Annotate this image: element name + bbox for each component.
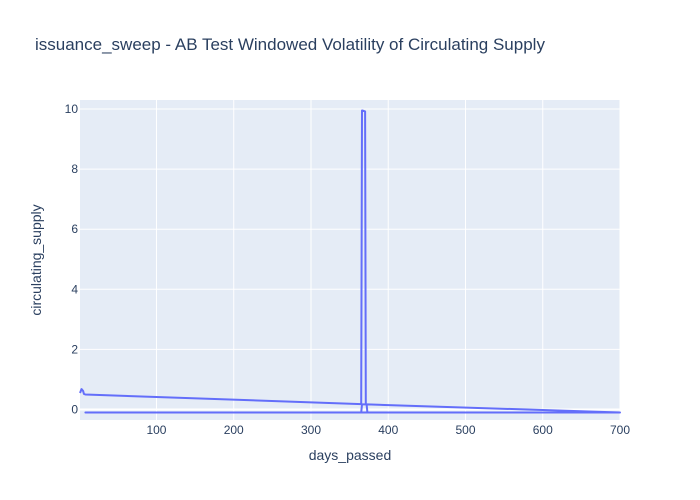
y-tick-labels: 0 2 4 6 8 10 (65, 102, 79, 416)
x-gridlines (155, 100, 621, 420)
series-layer (79, 109, 621, 414)
y-tick-label: 2 (71, 342, 78, 356)
x-tick-label: 600 (533, 423, 553, 437)
x-tick-labels: 100 200 300 400 500 600 700 (146, 423, 630, 437)
x-tick-label: 300 (301, 423, 321, 437)
x-axis-title: days_passed (309, 447, 392, 463)
plot-area (80, 100, 620, 420)
y-tick-label: 6 (71, 222, 78, 236)
x-tick-label: 100 (146, 423, 166, 437)
y-tick-label: 8 (71, 162, 78, 176)
x-tick-label: 500 (455, 423, 475, 437)
y-tick-label: 4 (71, 282, 78, 296)
y-tick-label: 10 (65, 102, 79, 116)
chart-title: issuance_sweep - AB Test Windowed Volati… (35, 35, 545, 54)
y-tick-label: 0 (71, 402, 78, 416)
x-tick-label: 200 (224, 423, 244, 437)
x-tick-label: 400 (378, 423, 398, 437)
series-line-0 (79, 109, 621, 414)
x-tick-label: 700 (610, 423, 630, 437)
y-axis-title: circulating_supply (28, 204, 44, 315)
